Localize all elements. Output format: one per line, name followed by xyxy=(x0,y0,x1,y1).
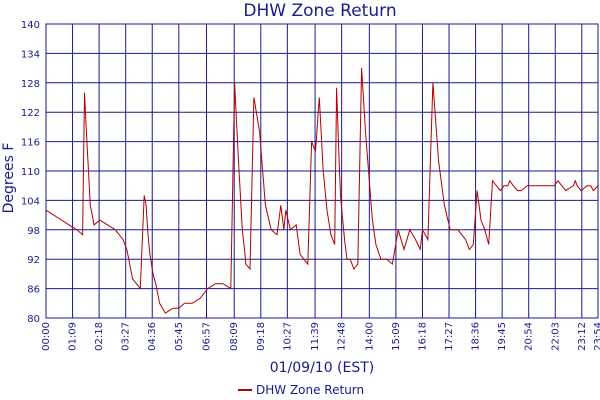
y-tick-label: 92 xyxy=(27,255,40,266)
plot-area-border xyxy=(45,23,599,319)
y-tick-label: 110 xyxy=(21,167,40,178)
x-tick-label: 20:54 xyxy=(524,322,535,351)
x-axis-ticks: 00:00 01:09 02:18 03:27 04:36 05:45 06:57 08:09… xyxy=(41,322,600,351)
legend: DHW Zone Return xyxy=(238,383,364,397)
x-tick-label: 12:48 xyxy=(337,322,348,351)
y-tick-label: 134 xyxy=(21,49,40,60)
x-tick-label: 02:18 xyxy=(94,322,105,351)
x-tick-label: 11:39 xyxy=(310,322,321,351)
y-tick-label: 86 xyxy=(27,285,40,296)
y-tick-label: 128 xyxy=(21,79,40,90)
x-tick-label: 19:45 xyxy=(497,322,508,351)
x-tick-label: 10:27 xyxy=(282,322,293,351)
x-tick-label: 05:45 xyxy=(174,322,185,351)
x-tick-label: 17:27 xyxy=(444,322,455,351)
x-tick-label: 16:18 xyxy=(417,322,428,351)
x-tick-label: 23:12 xyxy=(577,322,588,351)
legend-label: DHW Zone Return xyxy=(256,383,364,397)
y-tick-label: 140 xyxy=(21,20,40,31)
x-tick-label: 06:57 xyxy=(202,322,213,351)
y-tick-label: 104 xyxy=(21,196,40,207)
x-axis-label: 01/09/10 (EST) xyxy=(270,360,375,376)
y-axis-label: Degrees F xyxy=(1,143,17,214)
x-tick-label: 15:09 xyxy=(391,322,402,351)
y-tick-label: 122 xyxy=(21,108,40,119)
x-tick-label: 09:18 xyxy=(256,322,267,351)
x-tick-label: 00:00 xyxy=(41,322,52,351)
series-line-dhw-zone-return xyxy=(45,68,599,314)
x-tick-label: 01:09 xyxy=(68,322,79,351)
y-tick-label: 116 xyxy=(21,138,40,149)
x-tick-label: 04:36 xyxy=(147,322,158,351)
y-tick-label: 98 xyxy=(27,226,40,237)
x-tick-label: 08:09 xyxy=(229,322,240,351)
y-tick-label: 80 xyxy=(27,314,40,325)
grid xyxy=(45,23,599,319)
x-tick-label: 14:00 xyxy=(364,322,375,351)
x-tick-label: 22:03 xyxy=(550,322,561,351)
x-tick-label: 23:54 xyxy=(593,322,600,351)
chart-title: DHW Zone Return xyxy=(243,1,396,21)
x-tick-label: 18:36 xyxy=(471,322,482,351)
x-tick-label: 03:27 xyxy=(121,322,132,351)
y-axis-ticks: 80 86 92 98 104 110 116 122 128 134 140 xyxy=(21,20,40,325)
